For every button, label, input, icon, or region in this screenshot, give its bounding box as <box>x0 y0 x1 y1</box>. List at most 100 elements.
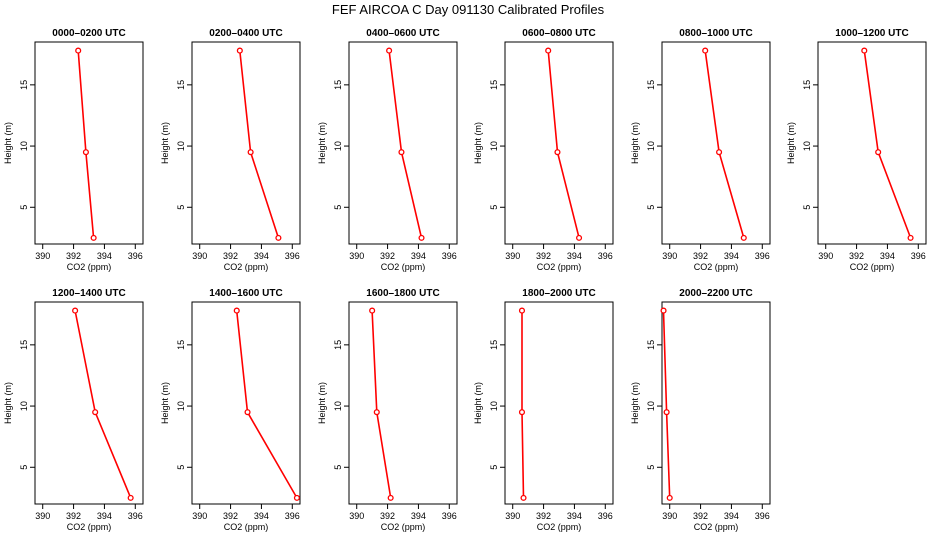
y-axis-label: Height (m) <box>3 382 13 424</box>
profile-line <box>662 310 671 498</box>
x-axis-label: CO2 (ppm) <box>381 522 426 532</box>
profile-point <box>82 149 89 156</box>
x-tick-label: 392 <box>223 251 238 261</box>
x-tick-label: 392 <box>223 511 238 521</box>
x-tick-label: 392 <box>380 511 395 521</box>
profile-point <box>386 47 393 54</box>
x-tick-label: 394 <box>567 511 582 521</box>
y-tick-label: 10 <box>19 401 29 411</box>
y-tick-label: 15 <box>646 80 656 90</box>
profile-line <box>77 50 95 238</box>
y-axis-label: Height (m) <box>630 122 640 164</box>
x-tick-label: 392 <box>536 251 551 261</box>
profile-point <box>554 149 561 156</box>
x-tick-label: 396 <box>598 511 613 521</box>
x-tick-label: 396 <box>128 251 143 261</box>
x-tick-label: 392 <box>693 511 708 521</box>
y-tick-label: 5 <box>19 465 29 470</box>
x-axis-label: CO2 (ppm) <box>224 262 269 272</box>
x-tick-label: 394 <box>567 251 582 261</box>
panel-title: 1600–1800 UTC <box>366 288 439 299</box>
panel-frame <box>504 41 614 245</box>
profile-point <box>907 234 914 241</box>
profile-point <box>740 234 747 241</box>
panel-frame <box>661 41 771 245</box>
panel-1: 0000–0200 UTC 390 392 394 396 5 10 15 CO2 (ppm) H… <box>3 28 144 272</box>
x-tick-label: 392 <box>66 251 81 261</box>
profile-line <box>521 310 525 498</box>
panel-7: 1200–1400 UTC 390 392 394 396 5 10 15 CO2 (ppm) H… <box>3 288 144 532</box>
y-tick-label: 5 <box>802 205 812 210</box>
panel-frame <box>191 301 301 505</box>
panel-frame <box>34 41 144 245</box>
profile-line <box>235 310 298 499</box>
panel-9: 1600–1800 UTC 390 392 394 396 5 10 15 CO2 (ppm) H… <box>317 288 458 532</box>
x-axis-label: CO2 (ppm) <box>381 262 426 272</box>
y-tick-label: 10 <box>489 141 499 151</box>
profile-line <box>74 310 132 499</box>
profile-line <box>547 50 580 239</box>
x-tick-label: 396 <box>285 511 300 521</box>
y-tick-label: 10 <box>646 401 656 411</box>
x-tick-label: 390 <box>35 251 50 261</box>
x-tick-label: 390 <box>349 511 364 521</box>
panel-frame <box>504 301 614 505</box>
y-tick-label: 15 <box>489 340 499 350</box>
y-tick-label: 5 <box>646 205 656 210</box>
panel-frame <box>34 301 144 505</box>
profile-point <box>398 149 405 156</box>
x-axis-label: CO2 (ppm) <box>67 522 112 532</box>
y-tick-label: 10 <box>802 141 812 151</box>
x-tick-label: 396 <box>442 511 457 521</box>
panel-10: 1800–2000 UTC 390 392 394 396 5 10 15 CO2 (ppm) H… <box>473 288 614 532</box>
profile-point <box>373 409 380 416</box>
profile-point <box>663 409 670 416</box>
profile-point <box>387 494 394 501</box>
profile-point <box>666 494 673 501</box>
y-axis-label: Height (m) <box>160 122 170 164</box>
y-tick-label: 15 <box>19 80 29 90</box>
panel-frame <box>661 301 771 505</box>
panel-title: 1200–1400 UTC <box>52 288 125 299</box>
profile-point <box>518 307 526 314</box>
y-axis-label: Height (m) <box>317 122 327 164</box>
x-tick-label: 392 <box>536 511 551 521</box>
panel-title: 1800–2000 UTC <box>522 288 595 299</box>
y-tick-label: 10 <box>19 141 29 151</box>
panel-2: 0200–0400 UTC 390 392 394 396 5 10 15 CO2 (ppm) H… <box>160 28 301 272</box>
y-tick-label: 15 <box>19 340 29 350</box>
profile-point <box>90 234 97 241</box>
y-tick-label: 15 <box>489 80 499 90</box>
x-tick-label: 392 <box>380 251 395 261</box>
panel-title: 0200–0400 UTC <box>209 28 282 39</box>
y-axis-label: Height (m) <box>160 382 170 424</box>
panel-4: 0600–0800 UTC 390 392 394 396 5 10 15 CO2 (ppm) H… <box>473 28 614 272</box>
panel-title: 0600–0800 UTC <box>522 28 595 39</box>
x-tick-label: 394 <box>254 251 269 261</box>
x-axis-label: CO2 (ppm) <box>537 262 582 272</box>
panel-frame <box>191 41 301 245</box>
x-tick-label: 394 <box>97 251 112 261</box>
x-tick-label: 394 <box>880 251 895 261</box>
profile-point <box>233 307 240 314</box>
y-tick-label: 10 <box>646 141 656 151</box>
y-axis-label: Height (m) <box>3 122 13 164</box>
panel-title: 0400–0600 UTC <box>366 28 439 39</box>
x-tick-label: 394 <box>724 251 739 261</box>
profile-line <box>863 50 912 239</box>
y-tick-label: 5 <box>646 465 656 470</box>
x-axis-label: CO2 (ppm) <box>224 522 269 532</box>
panel-title: 1000–1200 UTC <box>835 28 908 39</box>
panel-title: 0000–0200 UTC <box>52 28 125 39</box>
y-tick-label: 15 <box>802 80 812 90</box>
profile-point <box>545 47 552 54</box>
profile-point <box>72 307 79 314</box>
panel-frame <box>348 41 458 245</box>
profile-point <box>702 47 709 54</box>
y-tick-label: 10 <box>333 141 343 151</box>
x-axis-label: CO2 (ppm) <box>694 522 739 532</box>
profile-line <box>388 50 423 239</box>
profile-line <box>239 50 280 239</box>
y-tick-label: 15 <box>646 340 656 350</box>
